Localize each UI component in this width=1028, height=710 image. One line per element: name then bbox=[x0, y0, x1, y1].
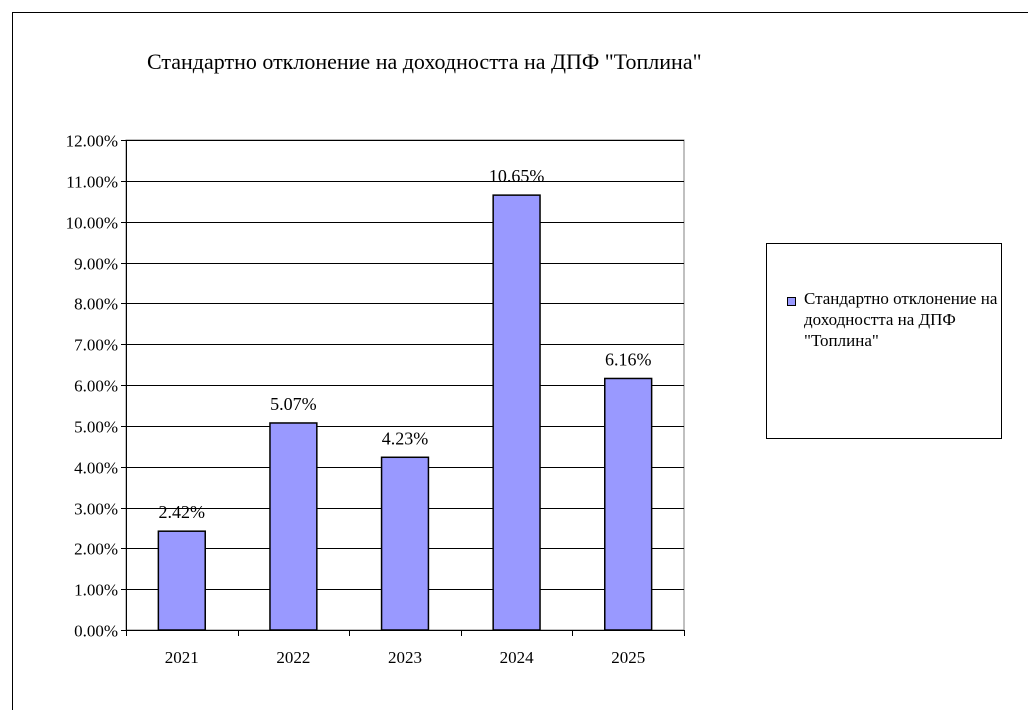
y-tick-label: 10.00% bbox=[66, 214, 118, 233]
x-tick-label: 2024 bbox=[500, 648, 535, 667]
bar-2024 bbox=[492, 194, 541, 631]
y-tick-label: 4.00% bbox=[74, 459, 118, 478]
data-label: 6.16% bbox=[605, 349, 652, 369]
data-label: 5.07% bbox=[270, 394, 317, 414]
data-label: 10.65% bbox=[489, 166, 545, 186]
data-label: 4.23% bbox=[382, 428, 429, 448]
x-tick-label: 2025 bbox=[611, 648, 645, 667]
y-tick-label: 6.00% bbox=[74, 377, 118, 396]
x-tick-label: 2022 bbox=[276, 648, 310, 667]
y-tick-label: 7.00% bbox=[74, 336, 118, 355]
bar-2021 bbox=[157, 530, 206, 631]
data-label: 2.42% bbox=[159, 502, 206, 522]
y-tick-label: 0.00% bbox=[74, 622, 118, 641]
x-tick-label: 2023 bbox=[388, 648, 422, 667]
y-tick-label: 3.00% bbox=[74, 500, 118, 519]
legend-label: Стандартно отклонение на доходността на … bbox=[804, 289, 998, 350]
y-tick-label: 2.00% bbox=[74, 540, 118, 559]
plot-area: 0.00% 1.00% 2.00% 3.00% 4.00% 5.00% 6.00% 7.00%… bbox=[66, 132, 685, 667]
legend-swatch bbox=[787, 297, 796, 306]
y-tick-label: 5.00% bbox=[74, 418, 118, 437]
y-tick-label: 11.00% bbox=[66, 173, 118, 192]
y-tick-label: 12.00% bbox=[66, 132, 118, 151]
y-tick-label: 1.00% bbox=[74, 581, 118, 600]
legend bbox=[766, 243, 1002, 439]
y-tick-label: 9.00% bbox=[74, 255, 118, 274]
bar-2025 bbox=[604, 377, 653, 631]
bar-2023 bbox=[380, 456, 430, 631]
y-tick-label: 8.00% bbox=[74, 295, 118, 314]
chart-frame bbox=[12, 12, 1028, 710]
bar-2022 bbox=[269, 422, 318, 631]
x-tick-label: 2021 bbox=[165, 648, 199, 667]
chart-title: Стандартно отклонение на доходността на … bbox=[147, 49, 702, 74]
